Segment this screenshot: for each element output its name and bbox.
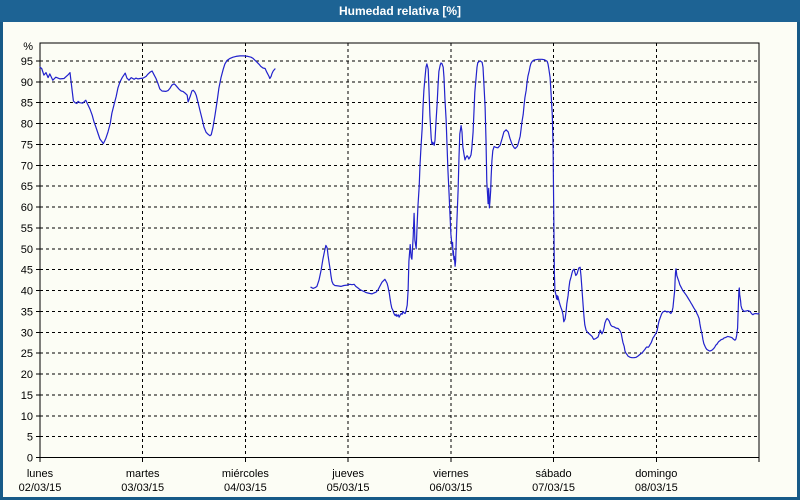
x-date-label: 05/03/15 (327, 482, 370, 494)
y-tick-label: 20 (21, 369, 33, 381)
y-tick-label: 35 (21, 306, 33, 318)
window-title: Humedad relativa [%] (338, 4, 462, 18)
y-tick-label: 25 (21, 348, 33, 360)
y-tick-label: 55 (21, 223, 33, 235)
x-date-label: 06/03/15 (429, 482, 472, 494)
y-tick-label: 30 (21, 327, 33, 339)
x-date-label: 08/03/15 (635, 482, 678, 494)
y-tick-label: 10 (21, 411, 33, 423)
x-date-label: 03/03/15 (121, 482, 164, 494)
y-axis-unit-label: % (23, 41, 33, 53)
x-day-label: domingo (635, 468, 677, 480)
y-tick-label: 75 (21, 139, 33, 151)
y-tick-label: 60 (21, 202, 33, 214)
x-date-label: 04/03/15 (224, 482, 267, 494)
x-day-label: martes (126, 468, 160, 480)
y-tick-label: 90 (21, 77, 33, 89)
y-tick-label: 45 (21, 265, 33, 277)
x-day-label: miércoles (222, 468, 270, 480)
y-tick-label: 70 (21, 160, 33, 172)
window-titlebar: Humedad relativa [%] (0, 0, 800, 22)
y-tick-label: 15 (21, 390, 33, 402)
y-tick-label: 80 (21, 119, 33, 131)
humidity-chart: 0 5 10 15 20 25 30 35 40 45 50 55 60 65 70 75 80 85 90 95% l… (19, 41, 760, 494)
x-date-label: 02/03/15 (19, 482, 62, 494)
y-tick-label: 65 (21, 181, 33, 193)
y-tick-label: 50 (21, 244, 33, 256)
y-tick-label: 40 (21, 286, 33, 298)
x-day-label: viernes (433, 468, 469, 480)
humidity-series-line (39, 55, 276, 145)
x-day-label: jueves (331, 468, 364, 480)
x-day-label: sábado (536, 468, 572, 480)
y-tick-label: 85 (21, 98, 33, 110)
x-day-label: lunes (27, 468, 54, 480)
y-tick-label: 0 (27, 453, 33, 465)
humidity-series-line (310, 58, 760, 359)
y-tick-label: 5 (27, 432, 33, 444)
x-date-label: 07/03/15 (532, 482, 575, 494)
y-tick-label: 95 (21, 56, 33, 68)
plot-border (39, 42, 760, 458)
